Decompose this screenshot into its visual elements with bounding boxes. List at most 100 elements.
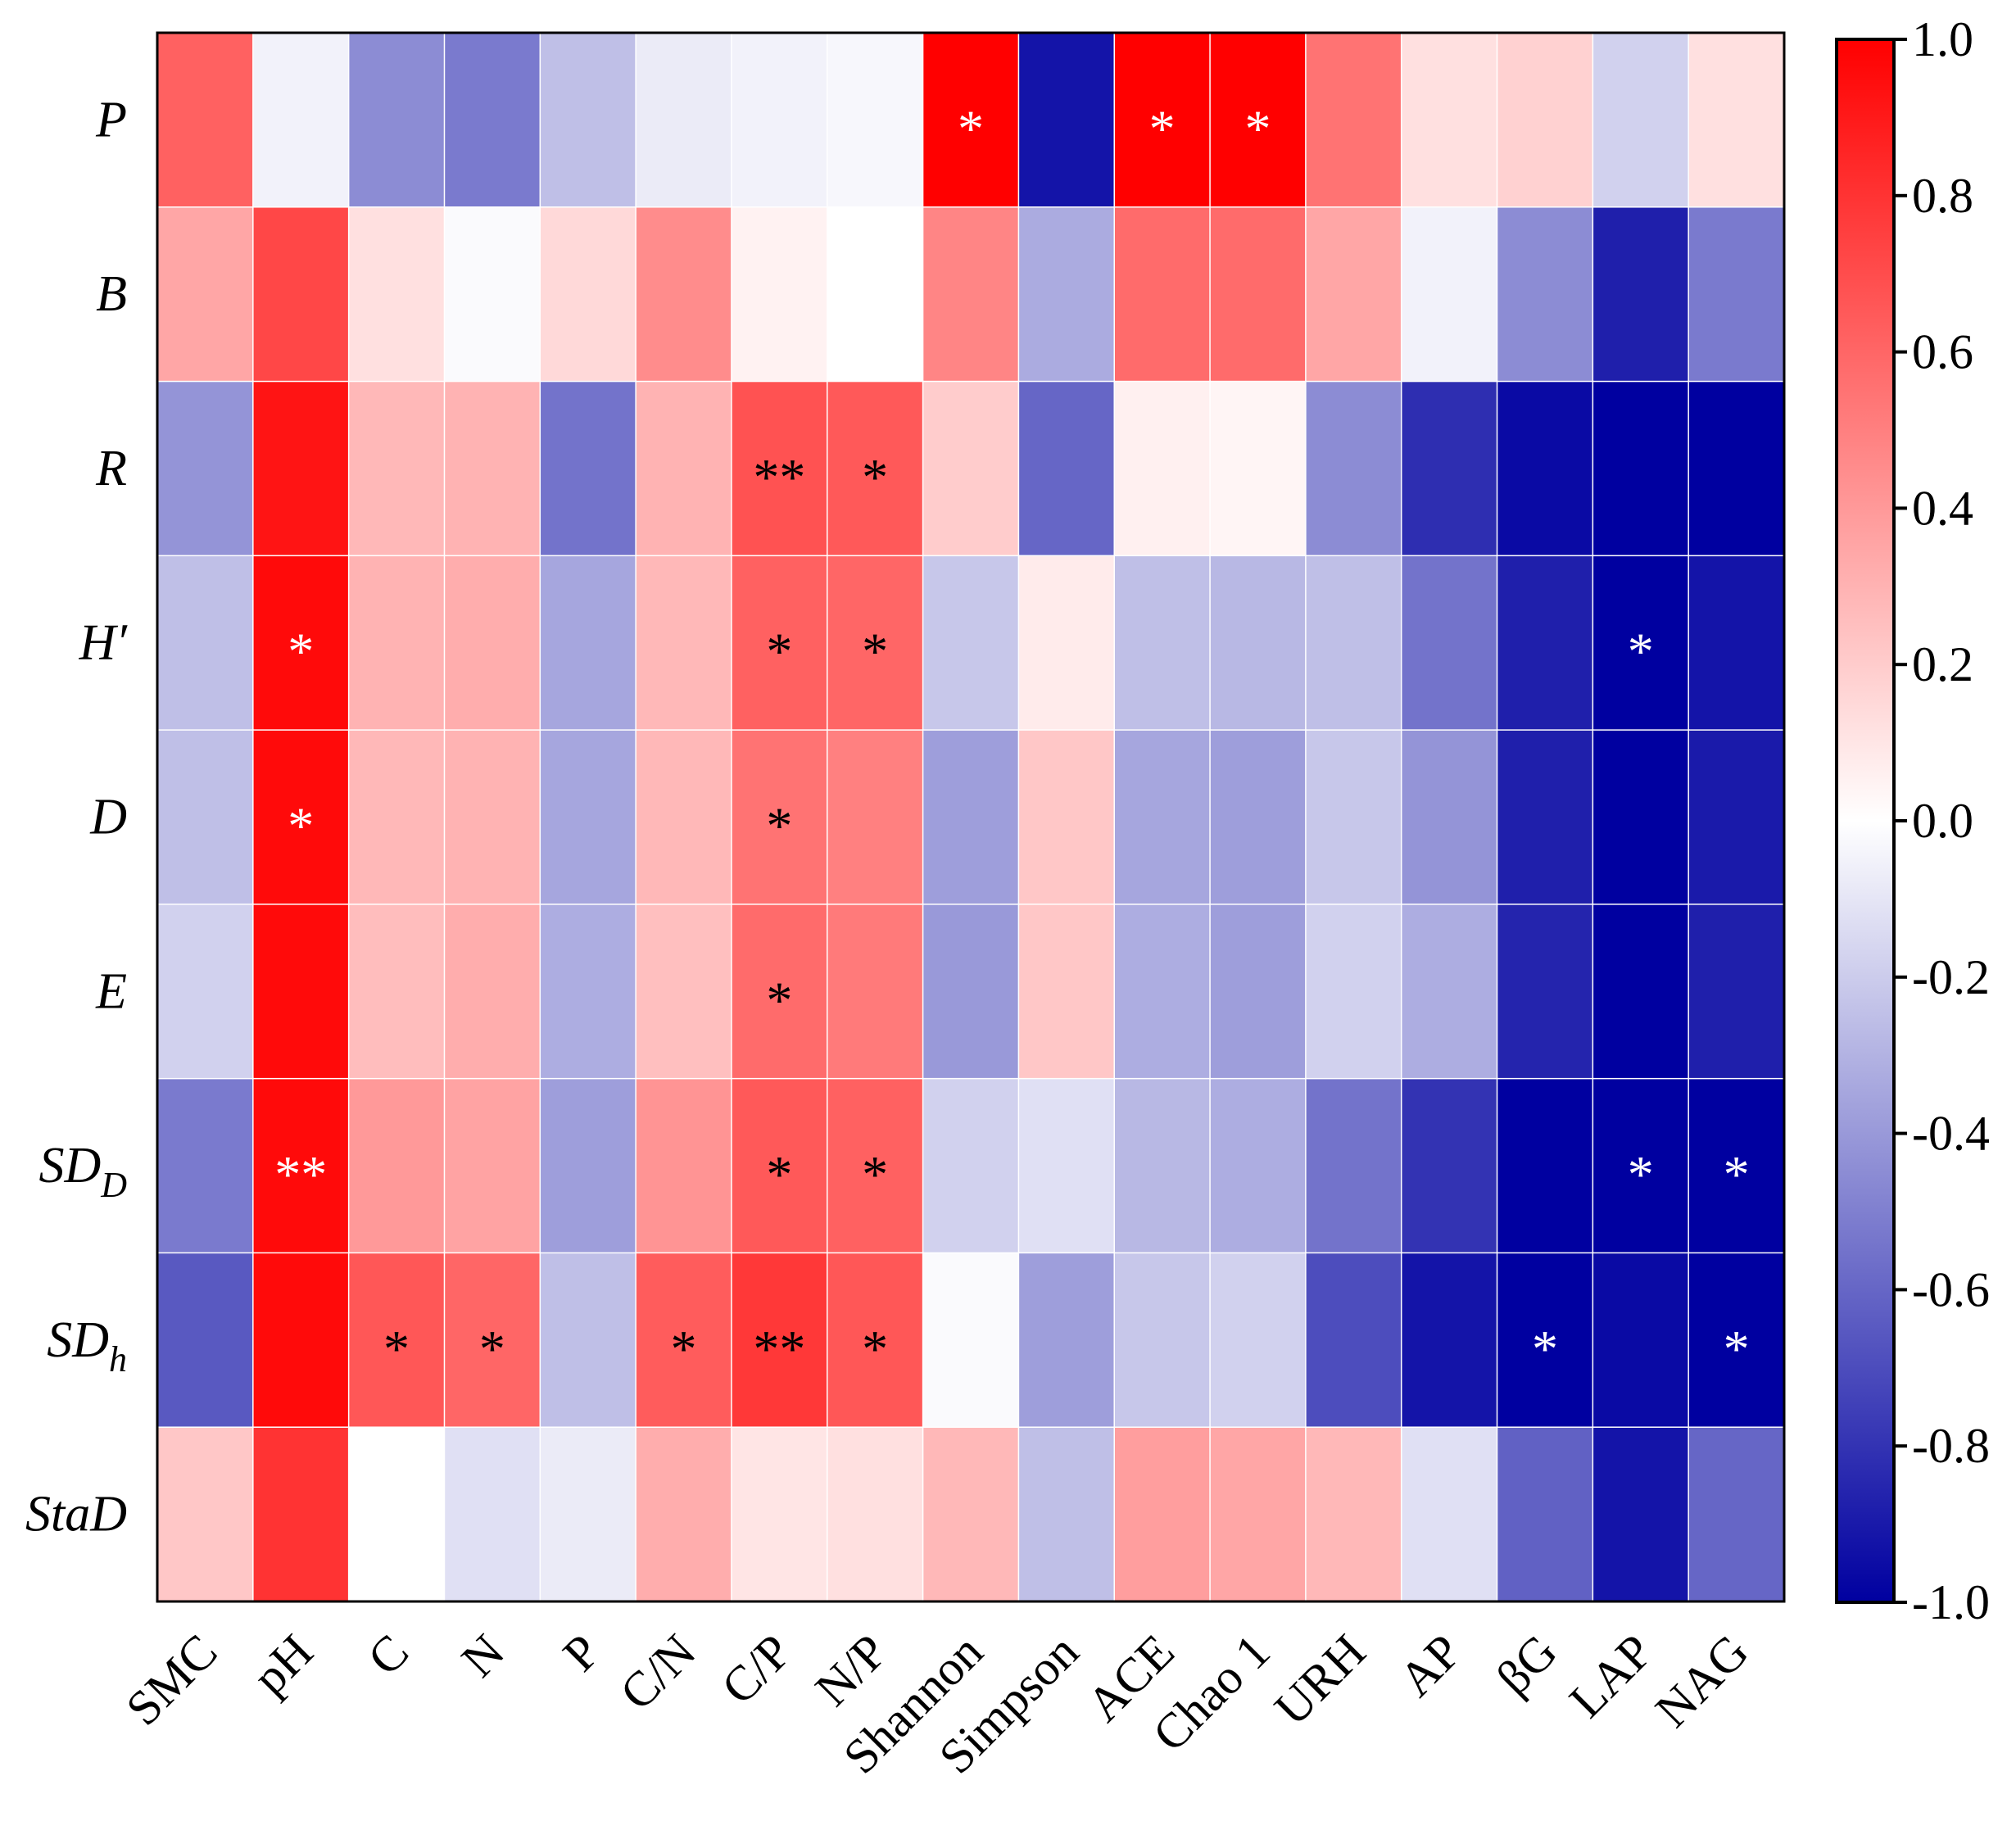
heatmap-cell xyxy=(731,32,829,209)
significance-mark: * xyxy=(1244,99,1271,157)
heatmap-cell xyxy=(635,729,733,906)
heatmap-cell xyxy=(539,904,637,1080)
heatmap-cell xyxy=(1496,32,1594,209)
heatmap-cell xyxy=(1592,1426,1690,1603)
row-label: StaD xyxy=(25,1487,127,1542)
heatmap-cell xyxy=(1400,1077,1498,1254)
heatmap-cell xyxy=(1400,1252,1498,1429)
heatmap-cell xyxy=(252,32,350,209)
heatmap-cell xyxy=(635,1252,733,1429)
heatmap-cell xyxy=(539,1077,637,1254)
heatmap-cell xyxy=(347,1426,446,1603)
significance-mark: * xyxy=(766,797,792,855)
colorbar-ticks: 1.0 0.8 0.6 0.4 0.2 0.0 -0.2 -0.4 -0.6 -0.8 -1.0 xyxy=(1894,12,1990,1629)
heatmap-cell xyxy=(1209,32,1307,209)
heatmap-cell xyxy=(1400,206,1498,383)
significance-mark: * xyxy=(766,1145,792,1203)
heatmap-cell xyxy=(156,1252,255,1429)
heatmap-cell xyxy=(922,1426,1020,1603)
column-label: AP xyxy=(1389,1624,1471,1707)
heatmap-cell xyxy=(1209,555,1307,732)
significance-mark: * xyxy=(1724,1145,1750,1203)
heatmap-cell xyxy=(539,729,637,906)
row-label: H′ xyxy=(79,615,129,671)
heatmap-cell xyxy=(156,729,255,906)
heatmap-cell xyxy=(1592,206,1690,383)
heatmap-cell xyxy=(1592,555,1690,732)
heatmap-cell xyxy=(1592,380,1690,557)
heatmap-cell xyxy=(1305,1077,1402,1254)
significance-mark: * xyxy=(1532,1320,1558,1378)
heatmap-cell xyxy=(539,380,637,557)
heatmap-cell xyxy=(827,32,924,209)
column-label: C/P xyxy=(711,1624,801,1715)
heatmap-cell xyxy=(922,1252,1020,1429)
significance-mark: * xyxy=(862,1145,888,1203)
significance-mark: * xyxy=(288,623,314,681)
colorbar-tick-label: -0.4 xyxy=(1912,1107,1990,1161)
heatmap-cell xyxy=(922,555,1020,732)
heatmap-cell xyxy=(1209,904,1307,1080)
heatmap-cell xyxy=(827,555,924,732)
heatmap-cell xyxy=(1017,1252,1116,1429)
heatmap-cell xyxy=(156,1077,255,1254)
heatmap-cell xyxy=(443,555,541,732)
heatmap-cell xyxy=(1305,1426,1402,1603)
significance-mark: * xyxy=(1724,1320,1750,1378)
heatmap-cell xyxy=(252,555,350,732)
column-label: pH xyxy=(242,1624,324,1705)
heatmap-cell xyxy=(156,32,255,209)
heatmap-cell xyxy=(539,32,637,209)
heatmap-cell xyxy=(1305,729,1402,906)
heatmap-cell xyxy=(1688,555,1786,732)
significance-mark: * xyxy=(479,1320,505,1378)
row-label: P xyxy=(95,92,127,147)
heatmap-cell xyxy=(922,206,1020,383)
heatmap-cell xyxy=(443,1426,541,1603)
heatmap-cell xyxy=(252,904,350,1080)
heatmap-cell xyxy=(1113,380,1212,557)
heatmap-cell xyxy=(1209,729,1307,906)
heatmap-cell xyxy=(1400,380,1498,557)
colorbar-tick-label: -0.2 xyxy=(1912,950,1990,1004)
significance-mark: * xyxy=(862,448,888,506)
heatmap-cell xyxy=(1113,729,1212,906)
heatmap-cell xyxy=(1017,32,1116,209)
significance-mark: * xyxy=(958,99,984,157)
colorbar-tick-label: 0.8 xyxy=(1912,169,1973,223)
heatmap-cell xyxy=(1209,380,1307,557)
heatmap-cell xyxy=(922,1077,1020,1254)
heatmap-cell xyxy=(1017,380,1116,557)
heatmap-cell xyxy=(1113,1252,1212,1429)
heatmap-cell xyxy=(1209,1426,1307,1603)
heatmap-cell xyxy=(1017,1426,1116,1603)
heatmap-cell xyxy=(252,1426,350,1603)
heatmap-cell xyxy=(731,206,829,383)
significance-mark: ** xyxy=(753,448,805,506)
row-label: B xyxy=(96,266,127,322)
heatmap-cell xyxy=(1496,1426,1594,1603)
heatmap-cell xyxy=(1496,380,1594,557)
heatmap-cell xyxy=(635,380,733,557)
plot-frame xyxy=(156,31,1786,1603)
heatmap-cell xyxy=(252,380,350,557)
heatmap-cell xyxy=(1017,555,1116,732)
column-label: N xyxy=(451,1624,514,1687)
heatmap-cell xyxy=(1496,1252,1594,1429)
heatmap-cell xyxy=(731,904,829,1080)
heatmap-cell xyxy=(347,380,446,557)
heatmap-cell xyxy=(443,32,541,209)
significance-marks: * * *** ** * * ** **** * * * ** * * ** * * * xyxy=(274,99,1749,1377)
significance-mark: * xyxy=(862,1320,888,1378)
row-labels: P B R H′ D E SDD SDh StaD xyxy=(25,92,128,1542)
significance-mark: * xyxy=(671,1320,697,1378)
heatmap-cell xyxy=(1400,555,1498,732)
heatmap-cell xyxy=(156,1426,255,1603)
heatmap-cell xyxy=(1688,1426,1786,1603)
heatmap-cell xyxy=(1305,555,1402,732)
column-label: C xyxy=(357,1624,419,1686)
heatmap-cell xyxy=(443,380,541,557)
colorbar-tick-label: 0.2 xyxy=(1912,637,1973,691)
heatmap-cell xyxy=(827,206,924,383)
colorbar-tick-label: 0.6 xyxy=(1912,325,1973,379)
